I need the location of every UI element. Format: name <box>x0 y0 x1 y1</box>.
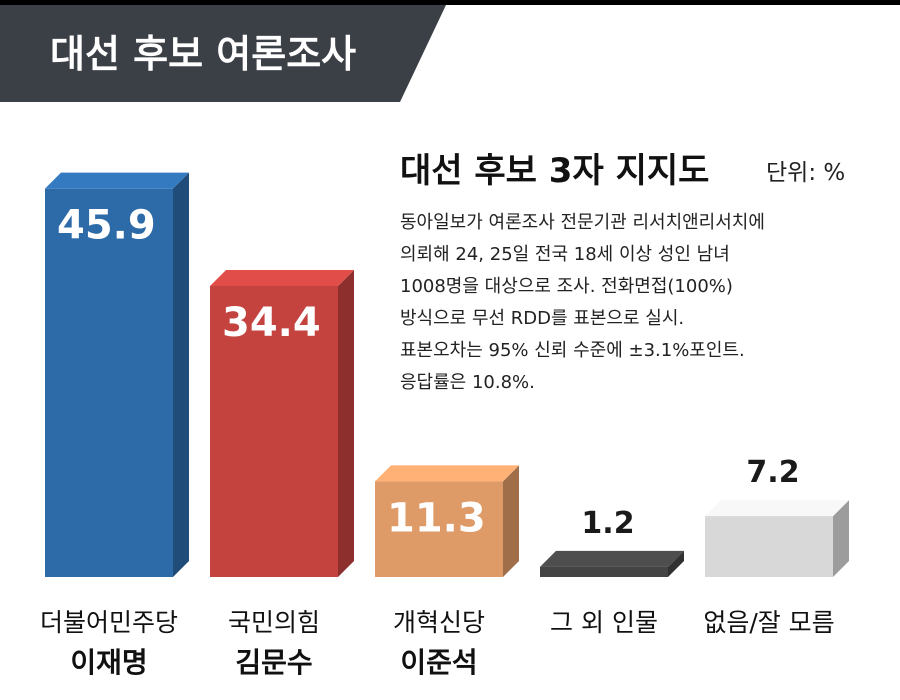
bar <box>375 465 519 577</box>
category-label: 없음/잘 모름 <box>703 608 834 637</box>
bar-side <box>668 550 684 577</box>
bar <box>210 269 354 577</box>
bar-value-label: 34.4 <box>222 300 321 346</box>
category-label: 개혁신당 <box>393 608 485 637</box>
bar-value-label: 7.2 <box>746 455 799 490</box>
bar-top <box>375 465 519 482</box>
candidate-label: 이준석 <box>400 646 477 679</box>
bar-side <box>173 172 189 577</box>
bar-top <box>540 550 684 567</box>
bar-value-label: 45.9 <box>57 203 156 249</box>
bar-value-label: 1.2 <box>581 506 634 541</box>
bar-value-label: 11.3 <box>387 495 486 541</box>
bar <box>540 550 684 577</box>
note-line: 표본오차는 95% 신뢰 수준에 ±3.1%포인트. <box>400 340 745 361</box>
bar-front <box>705 516 833 577</box>
banner-title: 대선 후보 여론조사 <box>50 32 356 76</box>
note-line: 방식으로 무선 RDD를 표본으로 실시. <box>400 308 684 329</box>
category-label: 국민의힘 <box>228 608 320 637</box>
bar-front <box>375 481 503 577</box>
chart-subtitle: 대선 후보 3자 지지도 <box>400 151 709 191</box>
bar-side <box>338 269 354 577</box>
bar-front <box>45 188 173 577</box>
category-label: 그 외 인물 <box>550 608 658 637</box>
bar-front <box>210 285 338 577</box>
note-line: 동아일보가 여론조사 전문기관 리서치앤리서치에 <box>400 212 765 233</box>
top-edge <box>0 0 900 5</box>
survey-notes: 동아일보가 여론조사 전문기관 리서치앤리서치에 의뢰해 24, 25일 전국 … <box>400 212 765 393</box>
bar-top <box>45 172 189 189</box>
bar <box>45 172 189 577</box>
candidate-label: 이재명 <box>70 646 147 679</box>
bars-group <box>45 172 849 577</box>
bar-front <box>540 566 668 577</box>
bar-side <box>503 465 519 577</box>
note-line: 응답률은 10.8%. <box>400 372 535 393</box>
note-line: 1008명을 대상으로 조사. 전화면접(100%) <box>400 276 733 297</box>
category-label: 더불어민주당 <box>40 608 178 637</box>
candidate-label: 김문수 <box>235 646 312 679</box>
bar-top <box>705 500 849 517</box>
bar <box>705 500 849 577</box>
title-banner <box>0 5 446 102</box>
bar-side <box>833 500 849 577</box>
note-line: 의뢰해 24, 25일 전국 18세 이상 성인 남녀 <box>400 244 730 265</box>
unit-label: 단위: % <box>766 160 845 186</box>
bar-top <box>210 269 354 286</box>
